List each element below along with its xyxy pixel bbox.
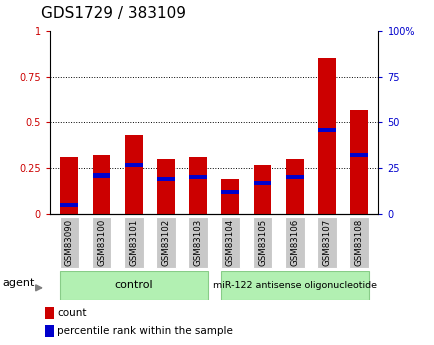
Bar bbox=[156, 217, 175, 268]
Bar bbox=[349, 154, 367, 157]
Bar bbox=[60, 157, 78, 214]
Text: GDS1729 / 383109: GDS1729 / 383109 bbox=[41, 6, 186, 21]
Bar bbox=[253, 181, 271, 185]
Bar bbox=[157, 177, 174, 181]
Bar bbox=[220, 217, 240, 268]
Text: GSM83101: GSM83101 bbox=[129, 219, 138, 266]
Bar bbox=[92, 217, 111, 268]
Bar bbox=[59, 217, 79, 268]
Bar bbox=[285, 175, 303, 179]
Bar bbox=[317, 128, 335, 132]
Bar bbox=[157, 159, 174, 214]
Bar bbox=[253, 165, 271, 214]
Text: GSM83102: GSM83102 bbox=[161, 219, 170, 266]
Bar bbox=[221, 190, 239, 194]
Bar bbox=[124, 217, 143, 268]
Bar bbox=[189, 157, 207, 214]
Bar bbox=[285, 159, 303, 214]
Text: percentile rank within the sample: percentile rank within the sample bbox=[57, 326, 233, 336]
Text: control: control bbox=[114, 280, 153, 290]
Text: GSM83090: GSM83090 bbox=[65, 219, 74, 266]
Text: count: count bbox=[57, 307, 86, 317]
Text: GSM83100: GSM83100 bbox=[97, 219, 106, 266]
Text: GSM83107: GSM83107 bbox=[322, 219, 331, 266]
Bar bbox=[45, 325, 53, 337]
Text: miR-122 antisense oligonucleotide: miR-122 antisense oligonucleotide bbox=[212, 281, 376, 290]
Text: GSM83104: GSM83104 bbox=[225, 219, 234, 266]
Bar bbox=[45, 307, 53, 319]
Text: GSM83108: GSM83108 bbox=[354, 219, 363, 266]
Bar bbox=[125, 135, 142, 214]
Bar bbox=[125, 162, 142, 167]
Bar bbox=[349, 217, 368, 268]
Bar bbox=[220, 271, 368, 300]
Text: GSM83106: GSM83106 bbox=[289, 219, 299, 266]
Text: agent: agent bbox=[3, 278, 35, 288]
Bar bbox=[316, 217, 336, 268]
Bar bbox=[60, 203, 78, 207]
Bar bbox=[252, 217, 272, 268]
Bar bbox=[92, 155, 110, 214]
Bar bbox=[317, 59, 335, 214]
Text: GSM83103: GSM83103 bbox=[193, 219, 202, 266]
Bar bbox=[284, 217, 304, 268]
Bar bbox=[221, 179, 239, 214]
Bar bbox=[59, 271, 207, 300]
Bar bbox=[189, 175, 207, 179]
Bar bbox=[349, 110, 367, 214]
Bar bbox=[92, 174, 110, 178]
Text: GSM83105: GSM83105 bbox=[257, 219, 266, 266]
Bar bbox=[188, 217, 207, 268]
